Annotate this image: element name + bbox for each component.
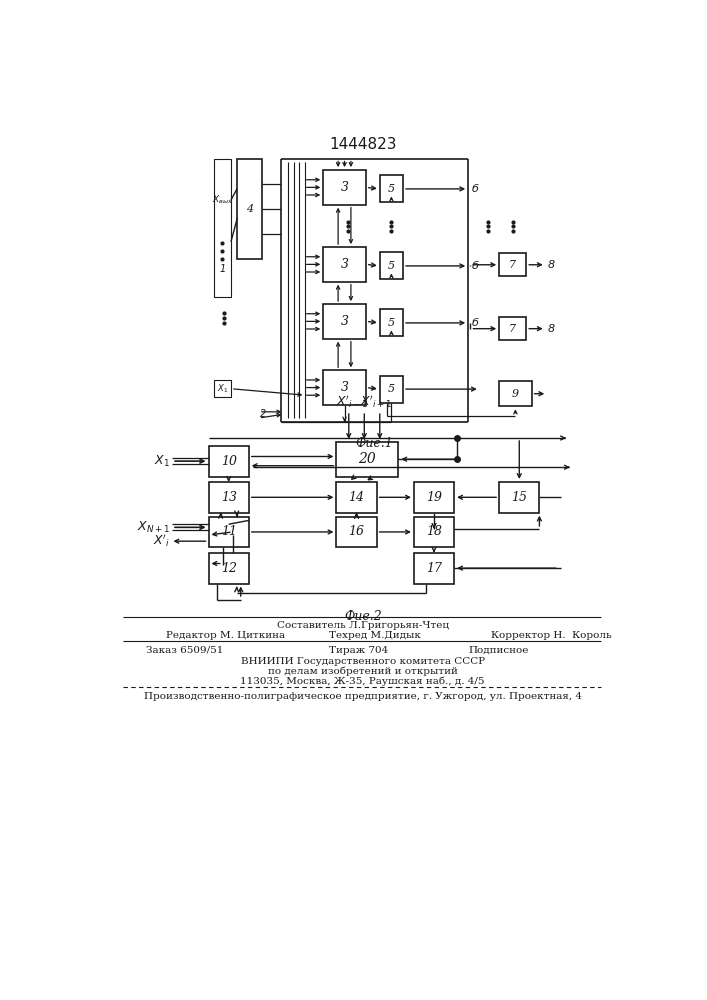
- Bar: [380, 175, 403, 202]
- Text: 113035, Москва, Ж-35, Раушская наб., д. 4/5: 113035, Москва, Ж-35, Раушская наб., д. …: [240, 677, 485, 686]
- Text: 18: 18: [426, 525, 442, 538]
- Bar: [499, 482, 539, 513]
- Text: 5: 5: [388, 261, 395, 271]
- Text: Фие.2: Фие.2: [344, 610, 382, 623]
- Text: 3: 3: [341, 315, 349, 328]
- Bar: [337, 442, 398, 477]
- Bar: [323, 370, 366, 405]
- Text: 7: 7: [509, 260, 516, 270]
- Text: Фие.1: Фие.1: [356, 437, 393, 450]
- Text: Заказ 6509/51: Заказ 6509/51: [146, 646, 224, 655]
- Text: $X_{N+1}$: $X_{N+1}$: [136, 520, 170, 535]
- Bar: [209, 446, 249, 477]
- Text: 1444823: 1444823: [329, 137, 397, 152]
- Bar: [380, 309, 403, 336]
- Text: 3: 3: [341, 258, 349, 271]
- Text: 5: 5: [388, 384, 395, 394]
- Bar: [209, 553, 249, 584]
- Text: б: б: [472, 318, 479, 328]
- Text: $X_{вых}$: $X_{вых}$: [212, 194, 233, 206]
- Text: $X'_{i+1}$: $X'_{i+1}$: [361, 393, 393, 410]
- Text: б: б: [472, 261, 479, 271]
- Text: 3: 3: [341, 381, 349, 394]
- Text: Производственно-полиграфическое предприятие, г. Ужгород, ул. Проектная, 4: Производственно-полиграфическое предприя…: [144, 692, 582, 701]
- Bar: [380, 376, 403, 403]
- Bar: [499, 381, 532, 406]
- Text: 11: 11: [221, 525, 237, 538]
- Bar: [414, 553, 454, 584]
- Text: Техред М.Дидык: Техред М.Дидык: [329, 631, 421, 640]
- Text: $X_1$: $X_1$: [154, 454, 170, 469]
- Bar: [337, 482, 377, 513]
- Text: 7: 7: [509, 324, 516, 334]
- Text: 17: 17: [426, 562, 442, 575]
- Text: Тираж 704: Тираж 704: [329, 646, 388, 655]
- Bar: [337, 517, 377, 547]
- Text: $X'_{i-1}$: $X'_{i-1}$: [336, 393, 368, 410]
- Bar: [323, 170, 366, 205]
- Bar: [380, 252, 403, 279]
- Text: Редактор М. Циткина: Редактор М. Циткина: [166, 631, 285, 640]
- Text: 15: 15: [511, 491, 527, 504]
- Text: 9: 9: [512, 389, 519, 399]
- Text: 20: 20: [358, 452, 376, 466]
- Text: Корректор Н.  Король: Корректор Н. Король: [491, 631, 612, 640]
- Text: 5: 5: [388, 184, 395, 194]
- Text: 2: 2: [259, 409, 266, 419]
- Bar: [214, 380, 231, 397]
- Text: 14: 14: [349, 491, 365, 504]
- Bar: [323, 304, 366, 339]
- Text: 10: 10: [221, 455, 237, 468]
- Text: $X_1$: $X_1$: [217, 382, 228, 395]
- Bar: [209, 482, 249, 513]
- Text: 4: 4: [246, 204, 253, 214]
- Text: Составитель Л.Григорьян-Чтец: Составитель Л.Григорьян-Чтец: [276, 620, 449, 630]
- Bar: [499, 253, 526, 276]
- Text: б: б: [472, 184, 479, 194]
- Text: 12: 12: [221, 562, 237, 575]
- Text: 8: 8: [548, 324, 555, 334]
- Text: 8: 8: [548, 260, 555, 270]
- Text: 1: 1: [219, 264, 226, 274]
- Text: $X'_i$: $X'_i$: [153, 533, 170, 549]
- Bar: [414, 482, 454, 513]
- Bar: [499, 317, 526, 340]
- Text: Подписное: Подписное: [468, 646, 529, 655]
- Text: 5: 5: [388, 318, 395, 328]
- Bar: [214, 158, 231, 297]
- Text: ВНИИПИ Государственного комитета СССР: ВНИИПИ Государственного комитета СССР: [240, 657, 485, 666]
- Bar: [209, 517, 249, 547]
- Text: 16: 16: [349, 525, 365, 538]
- Bar: [237, 158, 262, 259]
- Bar: [414, 517, 454, 547]
- Text: 3: 3: [341, 181, 349, 194]
- Text: 19: 19: [426, 491, 442, 504]
- Text: по делам изобретений и открытий: по делам изобретений и открытий: [268, 667, 457, 676]
- Bar: [323, 247, 366, 282]
- Text: 13: 13: [221, 491, 237, 504]
